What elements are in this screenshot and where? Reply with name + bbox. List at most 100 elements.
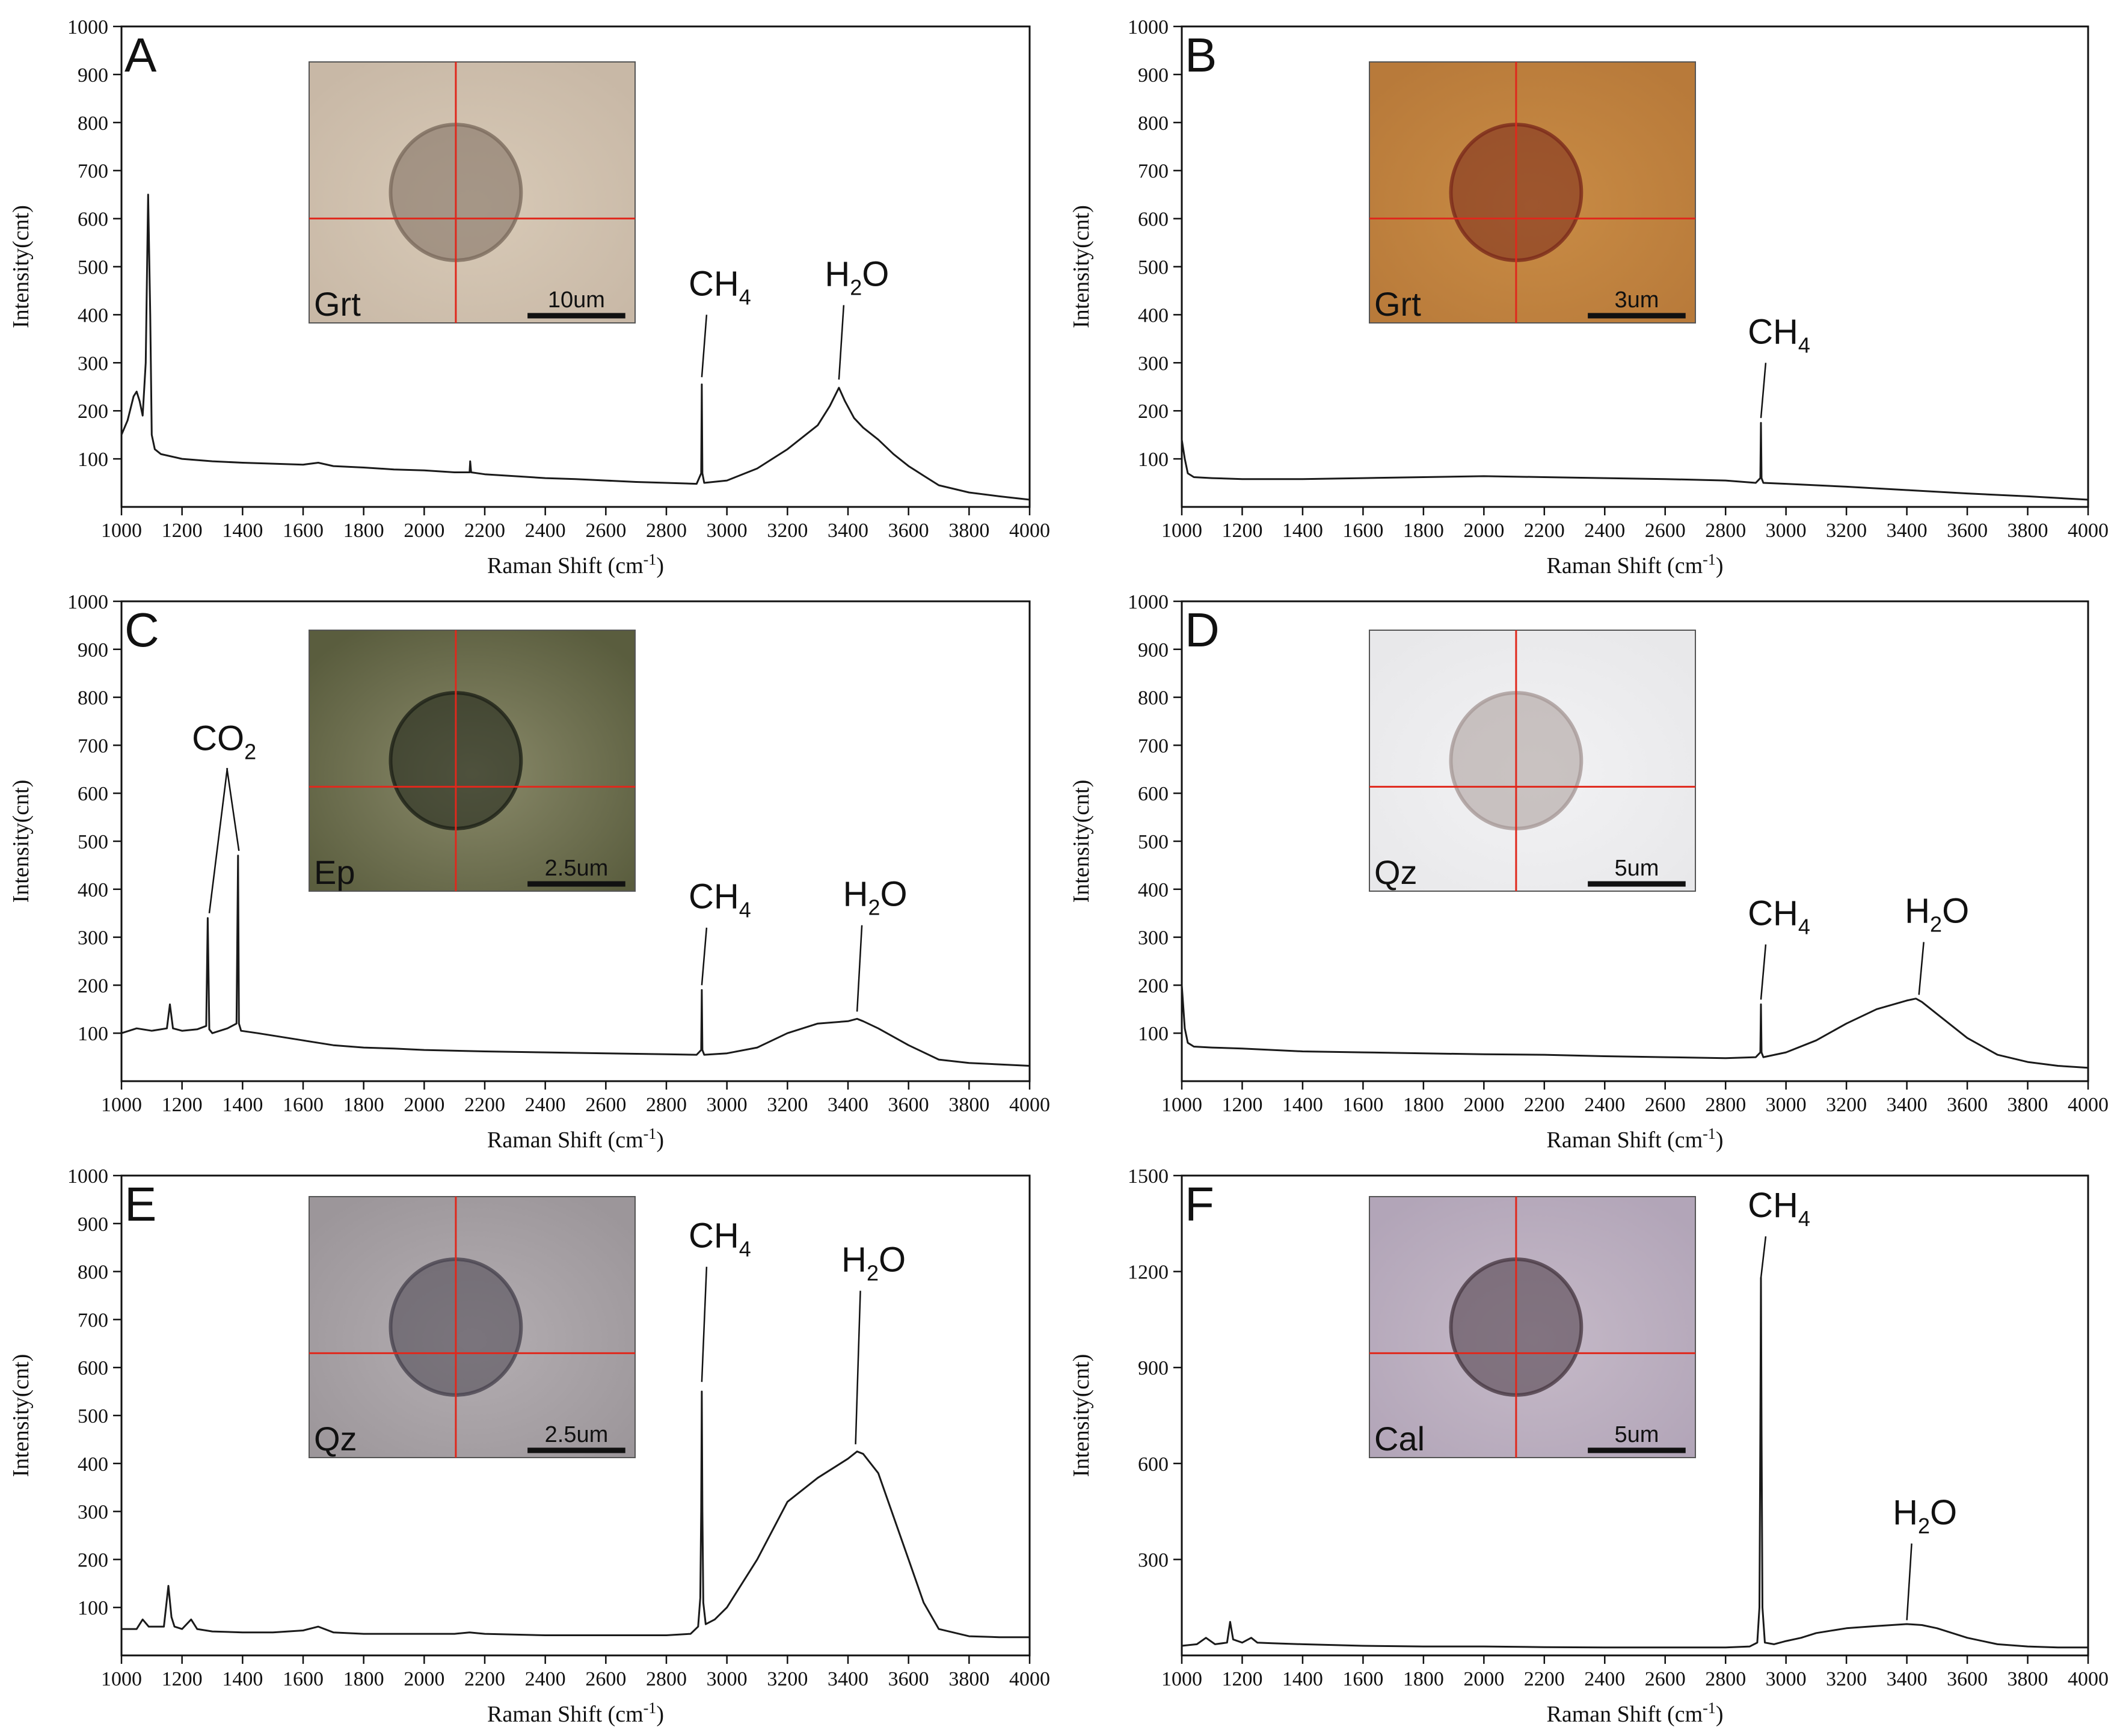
x-tick-label: 3000	[1766, 1668, 1807, 1690]
x-tick-label: 3800	[2008, 1094, 2048, 1116]
y-tick-label: 800	[1138, 112, 1169, 135]
y-tick-label: 1000	[1128, 16, 1169, 38]
x-tick-label: 3200	[767, 1094, 808, 1116]
chart-panel-b: 1000 1200 1400 1600 1800 2000 2200 2400 2600 2800…	[1069, 16, 2109, 578]
y-axis-title: Intensity(cnt)	[1069, 1354, 1094, 1477]
x-tick-label: 1000	[1161, 1668, 1202, 1690]
spectrum-line	[120, 194, 1030, 501]
y-tick-label: 1500	[1128, 1165, 1169, 1188]
peak-leader-line	[226, 768, 240, 851]
y-tick-label: 900	[78, 1213, 108, 1236]
x-tick-label: 1800	[343, 520, 384, 542]
x-tick-label: 2400	[525, 1094, 566, 1116]
x-tick-label: 2600	[585, 520, 626, 542]
spectrum-line	[1181, 985, 2089, 1069]
y-tick-label: 200	[78, 400, 108, 423]
y-axis-title: Intensity(cnt)	[8, 205, 34, 328]
x-tick-label: 2400	[1584, 1094, 1625, 1116]
x-tick-label: 4000	[1009, 520, 1050, 542]
peak-label-ch4: CH4	[689, 877, 751, 922]
mineral-label: Grt	[314, 285, 361, 323]
peak-leader-line	[1760, 1236, 1767, 1278]
x-tick-label: 2800	[1705, 520, 1746, 542]
micrograph-inset: Ep 2.5um	[309, 630, 636, 892]
x-tick-label: 3600	[1947, 520, 1988, 542]
y-axis-title: Intensity(cnt)	[8, 1354, 34, 1477]
y-tick-label: 400	[78, 1453, 108, 1476]
y-tick-label: 500	[78, 257, 108, 279]
y-tick-label: 900	[1138, 1357, 1169, 1379]
y-axis-title: Intensity(cnt)	[1069, 780, 1094, 903]
x-tick-label: 1400	[1282, 520, 1323, 542]
x-tick-label: 1600	[283, 1668, 324, 1690]
x-tick-label: 3800	[2008, 520, 2048, 542]
x-tick-label: 1200	[162, 1668, 203, 1690]
x-tick-label: 3400	[1887, 1094, 1928, 1116]
scale-bar-label: 3um	[1614, 287, 1659, 313]
peak-label-h2o: H2O	[1893, 1493, 1957, 1538]
x-axis-title: Raman Shift (cm-1)	[487, 1699, 664, 1727]
peak-leader-line	[1760, 363, 1767, 419]
x-tick-label: 1800	[1403, 1094, 1444, 1116]
peak-label-h2o: H2O	[1905, 892, 1969, 937]
x-axis-title: Raman Shift (cm-1)	[1547, 551, 1724, 578]
y-tick-label: 100	[1138, 449, 1169, 471]
x-tick-label: 1200	[1221, 1668, 1262, 1690]
y-tick-label: 100	[78, 449, 108, 471]
panel-label: A	[124, 28, 157, 82]
x-axis-title: Raman Shift (cm-1)	[1547, 1699, 1724, 1727]
scale-bar-label: 2.5um	[545, 856, 609, 881]
y-tick-label: 1000	[67, 1165, 108, 1188]
peak-leader-line	[701, 927, 708, 986]
x-tick-label: 1400	[222, 520, 263, 542]
y-tick-label: 800	[78, 687, 108, 710]
x-tick-label: 3000	[1766, 520, 1807, 542]
peak-label-h2o: H2O	[843, 875, 908, 920]
peak-leader-line	[1918, 942, 1925, 995]
y-tick-label: 1000	[67, 591, 108, 613]
peak-leader-line	[701, 1266, 708, 1382]
x-tick-label: 3800	[948, 520, 989, 542]
x-axis-title: Raman Shift (cm-1)	[487, 1125, 664, 1153]
y-tick-label: 400	[1138, 879, 1169, 901]
peak-leader-line	[856, 925, 863, 1012]
x-tick-label: 3400	[1887, 1668, 1928, 1690]
x-tick-label: 2400	[1584, 1668, 1625, 1690]
x-tick-label: 2200	[1524, 1668, 1565, 1690]
x-tick-label: 3400	[1887, 520, 1928, 542]
y-tick-label: 900	[78, 64, 108, 87]
y-tick-label: 300	[78, 1501, 108, 1524]
x-tick-label: 1800	[1403, 520, 1444, 542]
panel-label: F	[1185, 1177, 1214, 1231]
x-tick-label: 2600	[1645, 1668, 1686, 1690]
peak-label-h2o: H2O	[841, 1241, 906, 1286]
peak-label-ch4: CH4	[1748, 894, 1810, 939]
y-tick-label: 700	[78, 161, 108, 183]
y-tick-label: 200	[78, 975, 108, 997]
x-tick-label: 2000	[1463, 1668, 1504, 1690]
y-axis-title: Intensity(cnt)	[8, 780, 34, 903]
x-tick-label: 2200	[1524, 520, 1565, 542]
panel-label: D	[1185, 603, 1220, 657]
y-tick-label: 900	[1138, 639, 1169, 661]
y-axis-title: Intensity(cnt)	[1069, 205, 1094, 328]
y-tick-label: 300	[1138, 1549, 1169, 1571]
x-tick-label: 3200	[1826, 520, 1867, 542]
x-tick-label: 4000	[2068, 520, 2109, 542]
x-tick-label: 3000	[1766, 1094, 1807, 1116]
inset-background	[1369, 61, 1696, 324]
y-tick-label: 1000	[1128, 591, 1169, 613]
x-tick-label: 2800	[646, 1668, 687, 1690]
scale-bar-label: 5um	[1614, 1422, 1659, 1447]
x-tick-label: 1000	[1161, 1094, 1202, 1116]
peak-label-ch4: CH4	[689, 264, 751, 309]
peak-label-co2: CO2	[192, 719, 256, 764]
x-tick-label: 1000	[101, 1668, 142, 1690]
x-tick-label: 3600	[888, 1668, 929, 1690]
micrograph-inset: Grt 3um	[1369, 61, 1696, 324]
panel-label: B	[1185, 28, 1217, 82]
y-tick-label: 500	[1138, 831, 1169, 853]
x-tick-label: 1000	[101, 520, 142, 542]
mineral-label: Cal	[1374, 1420, 1425, 1458]
x-tick-label: 4000	[1009, 1668, 1050, 1690]
